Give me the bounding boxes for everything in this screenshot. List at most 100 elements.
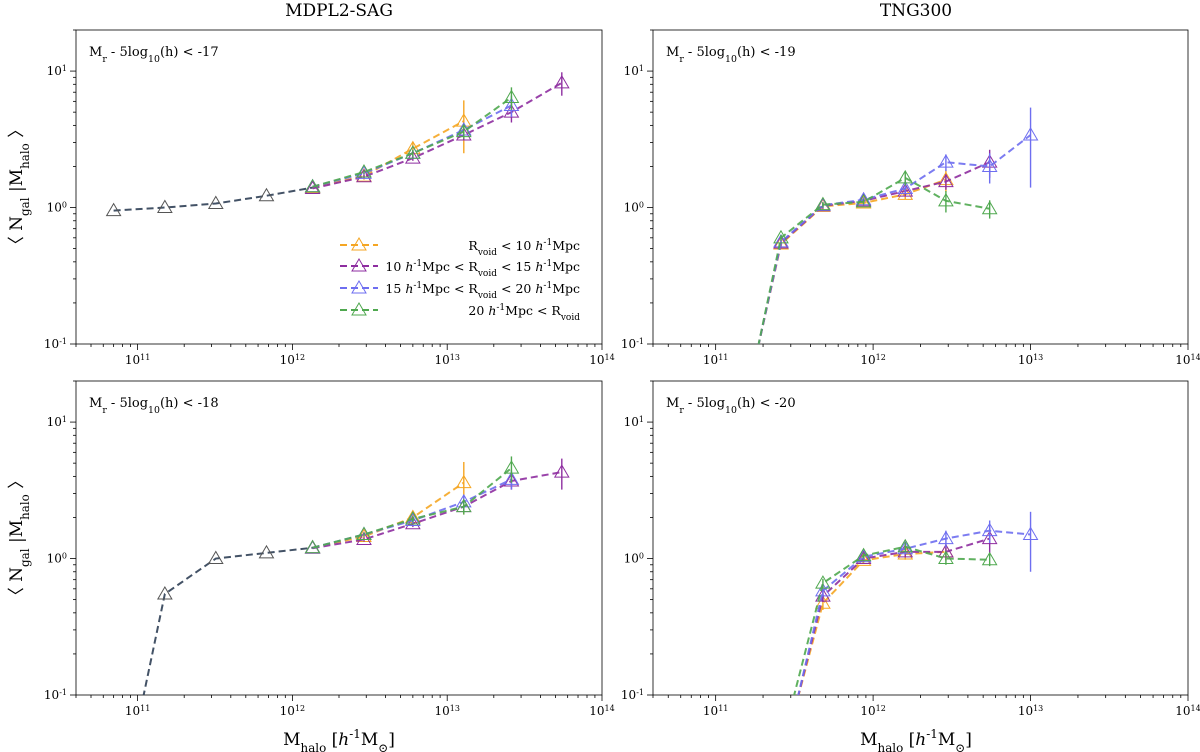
text-part: 15: [385, 281, 401, 296]
series-line-small: [312, 120, 465, 189]
tick-base: 10: [860, 704, 875, 718]
text-part: <: [454, 281, 464, 296]
data-point-marker: [1022, 526, 1039, 541]
tick-base: 10: [860, 353, 875, 367]
text-superscript: -1: [543, 238, 552, 248]
text-subscript: void: [560, 313, 580, 323]
xlabel-sub: halo: [301, 741, 327, 752]
y-tick-label: 10-1: [621, 337, 644, 352]
legend-marker-medium: [351, 258, 367, 272]
legend-label-xlarge: 20 h-1Mpc < Rvoid: [468, 303, 580, 323]
data-point-marker: [404, 150, 421, 164]
y-tick-label: 10-1: [44, 337, 67, 352]
data-point-marker: [981, 530, 998, 545]
tick-exponent: 13: [1033, 353, 1043, 362]
data-point-marker: [815, 575, 831, 589]
tick-base: 10: [1175, 704, 1190, 718]
tick-exponent: 12: [295, 353, 305, 362]
tick-base: 10: [589, 353, 604, 367]
data-point-marker: [897, 180, 914, 194]
xlabel-italic: h: [915, 730, 926, 750]
data-point-marker: [356, 164, 372, 178]
data-point-marker: [855, 547, 872, 562]
data-point-marker: [981, 200, 998, 215]
data-point-marker: [156, 585, 173, 600]
data-point-marker: [1022, 127, 1039, 141]
text-italic: h: [535, 259, 543, 274]
data-point-marker: [938, 173, 954, 188]
tick-exponent: 11: [718, 353, 728, 362]
text-subscript: 10: [148, 405, 160, 416]
data-point-marker: [503, 104, 520, 118]
data-point-marker: [981, 158, 998, 172]
text-part: -20: [775, 396, 796, 411]
data-point-marker: [938, 154, 954, 168]
tick-exponent: 11: [140, 704, 150, 713]
text-part: <: [183, 45, 194, 60]
axis-labels: Mhalo [h-1M⊙] Mhalo [h-1M⊙]〈 Ngal |Mhalo …: [7, 121, 972, 752]
x-tick-label: 1013: [1018, 353, 1043, 368]
text-superscript: -1: [496, 303, 505, 313]
y-label-bottom: 〈 Ngal |Mhalo 〉: [7, 472, 32, 604]
tick-exponent: 0: [639, 200, 644, 209]
panel-annotation: Mr - 5log10(h) < -19: [666, 45, 796, 65]
tick-base: 10: [125, 704, 140, 718]
ylabel-sub: halo: [18, 494, 32, 520]
text-subscript: r: [102, 405, 107, 416]
text-part: 10: [515, 238, 531, 253]
tick-base: 10: [624, 64, 639, 78]
tick-base: 10: [621, 688, 636, 702]
data-point-marker: [503, 460, 520, 474]
data-point-marker: [981, 522, 998, 537]
panel-annotation: Mr - 5log10(h) < -20: [666, 396, 796, 416]
xlabel-sup: -1: [349, 727, 361, 741]
text-subscript: 10: [148, 54, 160, 65]
tick-base: 10: [621, 337, 636, 351]
data-point-marker: [304, 178, 321, 193]
data-point-marker: [773, 234, 789, 249]
text-part: 5log: [696, 45, 725, 60]
data-point-marker: [258, 544, 275, 559]
x-tick-label: 1011: [703, 704, 728, 719]
data-point-marker: [855, 193, 872, 208]
x-tick-label: 1014: [589, 704, 614, 719]
series-line-medium: [312, 81, 563, 190]
legend-marker-large: [351, 280, 367, 294]
data-point-marker: [258, 187, 275, 202]
text-part: -19: [775, 45, 796, 60]
tick-base: 10: [703, 353, 718, 367]
x-tick-label: 1011: [125, 704, 150, 719]
x-tick-label: 1014: [1175, 353, 1200, 368]
text-subscript: void: [477, 269, 497, 279]
tick-base: 10: [47, 64, 62, 78]
y-tick-label: 100: [624, 200, 644, 215]
data-point-marker: [897, 538, 914, 553]
data-point-marker: [455, 474, 472, 489]
text-subscript: r: [102, 54, 107, 65]
data-point-marker: [553, 464, 570, 478]
xlabel-part: M: [361, 730, 378, 750]
data-point-marker: [503, 471, 520, 485]
data-point-marker: [815, 595, 831, 609]
text-superscript: -1: [543, 259, 552, 269]
text-part: 5log: [119, 45, 148, 60]
tick-base: 10: [624, 201, 639, 215]
xlabel-part: [: [326, 730, 338, 750]
data-point-marker: [855, 550, 872, 565]
y-tick-label: 101: [47, 64, 67, 79]
tick-exponent: 1: [62, 64, 67, 73]
text-part: Mpc: [422, 259, 450, 274]
text-subscript: void: [477, 248, 497, 258]
tick-exponent: 0: [639, 551, 644, 560]
data-point-marker: [938, 192, 954, 207]
data-point-marker: [815, 582, 831, 597]
text-italic: h: [488, 303, 496, 318]
text-part: <: [183, 396, 194, 411]
text-italic: h: [405, 259, 413, 274]
text-part: <: [501, 238, 511, 253]
text-italic: h: [405, 281, 413, 296]
